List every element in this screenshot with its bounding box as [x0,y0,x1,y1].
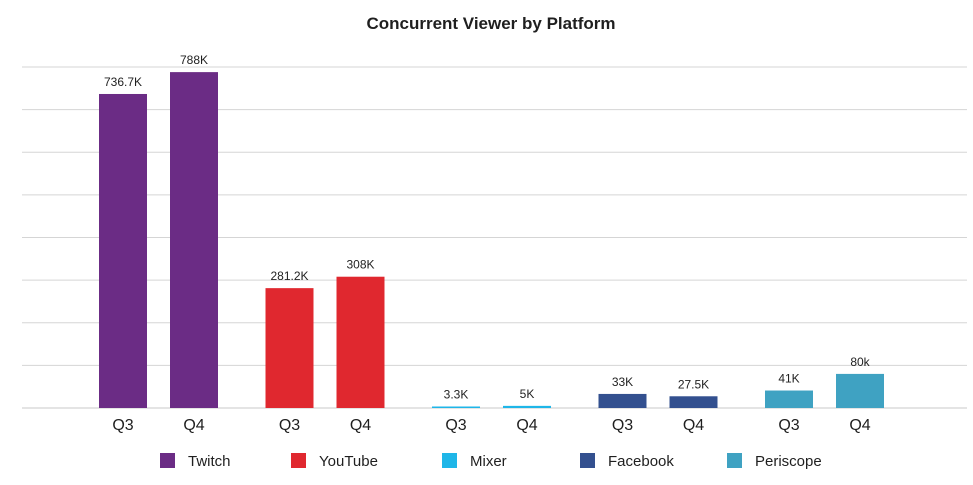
legend-swatch [442,453,457,468]
x-tick-label: Q3 [279,417,300,434]
x-tick-label: Q3 [778,417,799,434]
gridlines [22,66,967,409]
legend-label: Mixer [470,453,507,470]
x-tick-label: Q3 [612,417,633,434]
bar-twitch-q3 [99,93,147,408]
legend-item-mixer: Mixer [442,453,507,470]
x-tick-labels: Q3 Q4 Q3 Q4 Q3 Q4 Q3 Q4 Q3 Q4 [112,417,870,434]
bar-mixer-q3 [432,406,480,408]
bar-periscope-q3 [765,390,813,408]
data-label: 80k [850,355,870,369]
legend-label: Periscope [755,453,822,470]
data-label: 33K [612,375,633,389]
bar-youtube-q4 [336,276,385,408]
legend: Twitch YouTube Mixer Facebook Periscope [160,453,822,470]
bar-youtube-q3 [265,288,314,408]
data-label: 5K [520,387,535,401]
legend-swatch [291,453,306,468]
x-tick-label: Q4 [683,417,704,434]
legend-item-facebook: Facebook [580,453,674,470]
data-label: 41K [778,372,799,386]
data-label: 788K [180,53,208,67]
legend-label: Twitch [188,453,231,470]
data-label: 27.5K [678,377,709,391]
bar-mixer-q4 [503,405,551,408]
bar-facebook-q4 [669,396,718,408]
x-tick-label: Q4 [849,417,870,434]
x-tick-label: Q4 [516,417,537,434]
legend-swatch [727,453,742,468]
data-label: 308K [346,258,374,272]
data-labels: 736.7K 788K 281.2K 308K 3.3K 5K 33K 27.5K 41K 80k [104,53,871,401]
data-label: 3.3K [444,388,469,402]
chart-title: Concurrent Viewer by Platform [366,14,615,33]
x-tick-label: Q4 [183,417,204,434]
x-tick-label: Q3 [445,417,466,434]
data-label: 281.2K [270,269,308,283]
bars [99,72,884,409]
legend-item-youtube: YouTube [291,453,378,470]
legend-label: YouTube [319,453,378,470]
legend-item-twitch: Twitch [160,453,231,470]
legend-swatch [160,453,175,468]
data-label: 736.7K [104,75,142,89]
x-tick-label: Q4 [350,417,371,434]
legend-item-periscope: Periscope [727,453,822,470]
bar-periscope-q4 [836,373,884,408]
legend-swatch [580,453,595,468]
x-tick-label: Q3 [112,417,133,434]
bar-facebook-q3 [598,393,647,408]
legend-label: Facebook [608,453,674,470]
bar-twitch-q4 [170,72,218,409]
